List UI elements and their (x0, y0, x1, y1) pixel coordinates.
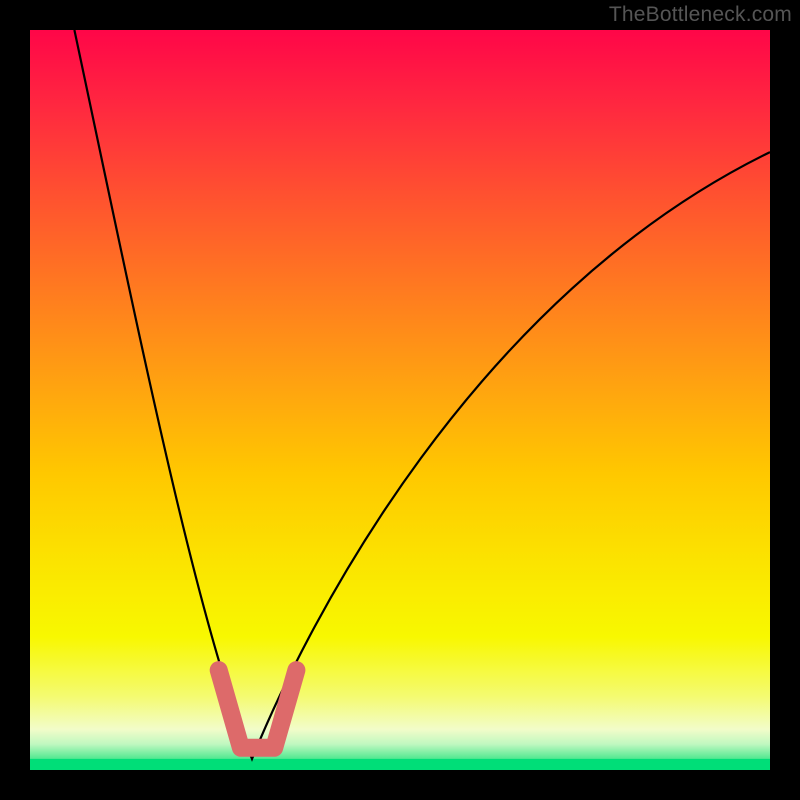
stage: TheBottleneck.com (0, 0, 800, 800)
attribution-text: TheBottleneck.com (609, 3, 792, 27)
gradient-background (30, 30, 770, 770)
plot-svg (30, 30, 770, 770)
plot-frame (30, 30, 770, 770)
green-bottom-strip (30, 759, 770, 770)
